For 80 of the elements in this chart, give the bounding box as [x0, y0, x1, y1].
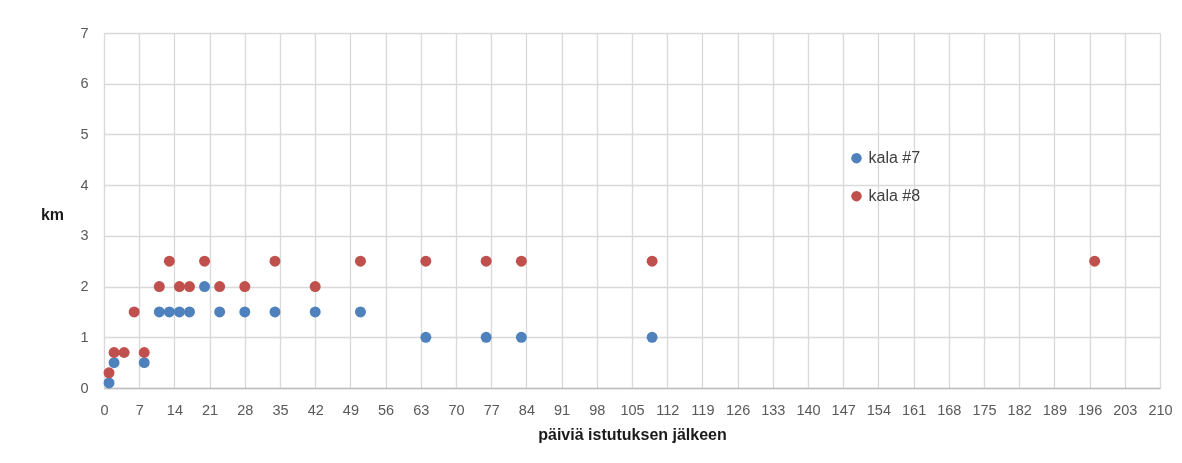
point — [480, 255, 492, 267]
point — [118, 347, 130, 358]
x-tick-label: 182 — [1007, 401, 1032, 418]
point — [239, 306, 251, 318]
point — [153, 281, 165, 293]
x-tick-label: 133 — [761, 401, 786, 418]
point — [309, 306, 321, 318]
y-tick-label: 6 — [80, 75, 89, 92]
point — [354, 306, 366, 318]
x-tick-label: 77 — [483, 401, 500, 418]
x-tick-label: 84 — [518, 401, 535, 418]
x-tick-label: 56 — [378, 401, 395, 418]
point — [199, 281, 211, 293]
y-tick-label: 4 — [80, 176, 89, 193]
point — [269, 255, 281, 267]
x-tick-label: 154 — [866, 401, 891, 418]
y-tick-label: 7 — [80, 24, 89, 41]
point — [108, 347, 120, 358]
point — [128, 306, 140, 318]
point — [108, 357, 120, 369]
point — [354, 255, 366, 267]
x-tick-label: 70 — [448, 401, 465, 418]
y-axis-title: km — [40, 206, 65, 223]
x-tick-label: 7 — [135, 401, 144, 418]
point — [138, 357, 150, 369]
point — [515, 331, 527, 343]
point — [515, 255, 527, 267]
point — [138, 347, 150, 358]
point — [184, 281, 195, 293]
x-tick-label: 105 — [620, 401, 645, 418]
point — [173, 306, 185, 318]
y-tick-label: 2 — [80, 278, 89, 295]
point — [269, 306, 281, 318]
x-tick-label: 98 — [589, 401, 606, 418]
point — [103, 377, 115, 389]
x-tick-label: 49 — [342, 401, 359, 418]
x-axis-title: päiviä istutuksen jälkeen — [538, 426, 727, 443]
point — [309, 281, 321, 293]
point — [239, 281, 251, 293]
x-tick-label: 28 — [237, 401, 254, 418]
point — [480, 331, 492, 343]
x-tick-label: 119 — [691, 401, 715, 418]
point — [1089, 255, 1101, 267]
x-tick-label: 168 — [937, 401, 962, 418]
x-tick-label: 140 — [796, 401, 821, 418]
x-tick-label: 63 — [413, 401, 430, 418]
x-tick-label: 161 — [902, 401, 927, 418]
point — [199, 255, 211, 267]
point — [153, 306, 165, 318]
point — [420, 331, 432, 343]
point — [103, 367, 115, 379]
y-tick-label: 1 — [80, 328, 89, 345]
x-tick-label: 147 — [831, 401, 856, 418]
point — [646, 255, 658, 267]
x-tick-label: 42 — [307, 401, 324, 418]
x-tick-label: 126 — [726, 401, 751, 418]
y-tick-label: 5 — [80, 125, 89, 142]
point — [163, 255, 175, 267]
y-tick-label: 3 — [80, 227, 89, 244]
legend-label: kala #8 — [868, 187, 921, 205]
point — [646, 331, 658, 343]
x-tick-label: 210 — [1148, 401, 1173, 418]
x-tick-label: 189 — [1042, 401, 1067, 418]
point — [163, 306, 175, 318]
legend-label: kala #7 — [868, 149, 921, 167]
x-tick-label: 203 — [1113, 401, 1138, 418]
x-tick-label: 21 — [202, 401, 219, 418]
point — [214, 306, 226, 318]
point — [420, 255, 432, 267]
point — [184, 306, 195, 318]
x-tick-label: 112 — [656, 401, 680, 418]
x-tick-label: 14 — [166, 401, 183, 418]
x-tick-label: 196 — [1078, 401, 1103, 418]
point — [214, 281, 226, 293]
x-tick-label: 91 — [554, 401, 571, 418]
point — [173, 281, 185, 293]
x-tick-label: 35 — [272, 401, 289, 418]
x-tick-label: 0 — [100, 401, 109, 418]
y-tick-label: 0 — [80, 379, 89, 396]
x-tick-label: 175 — [972, 401, 997, 418]
